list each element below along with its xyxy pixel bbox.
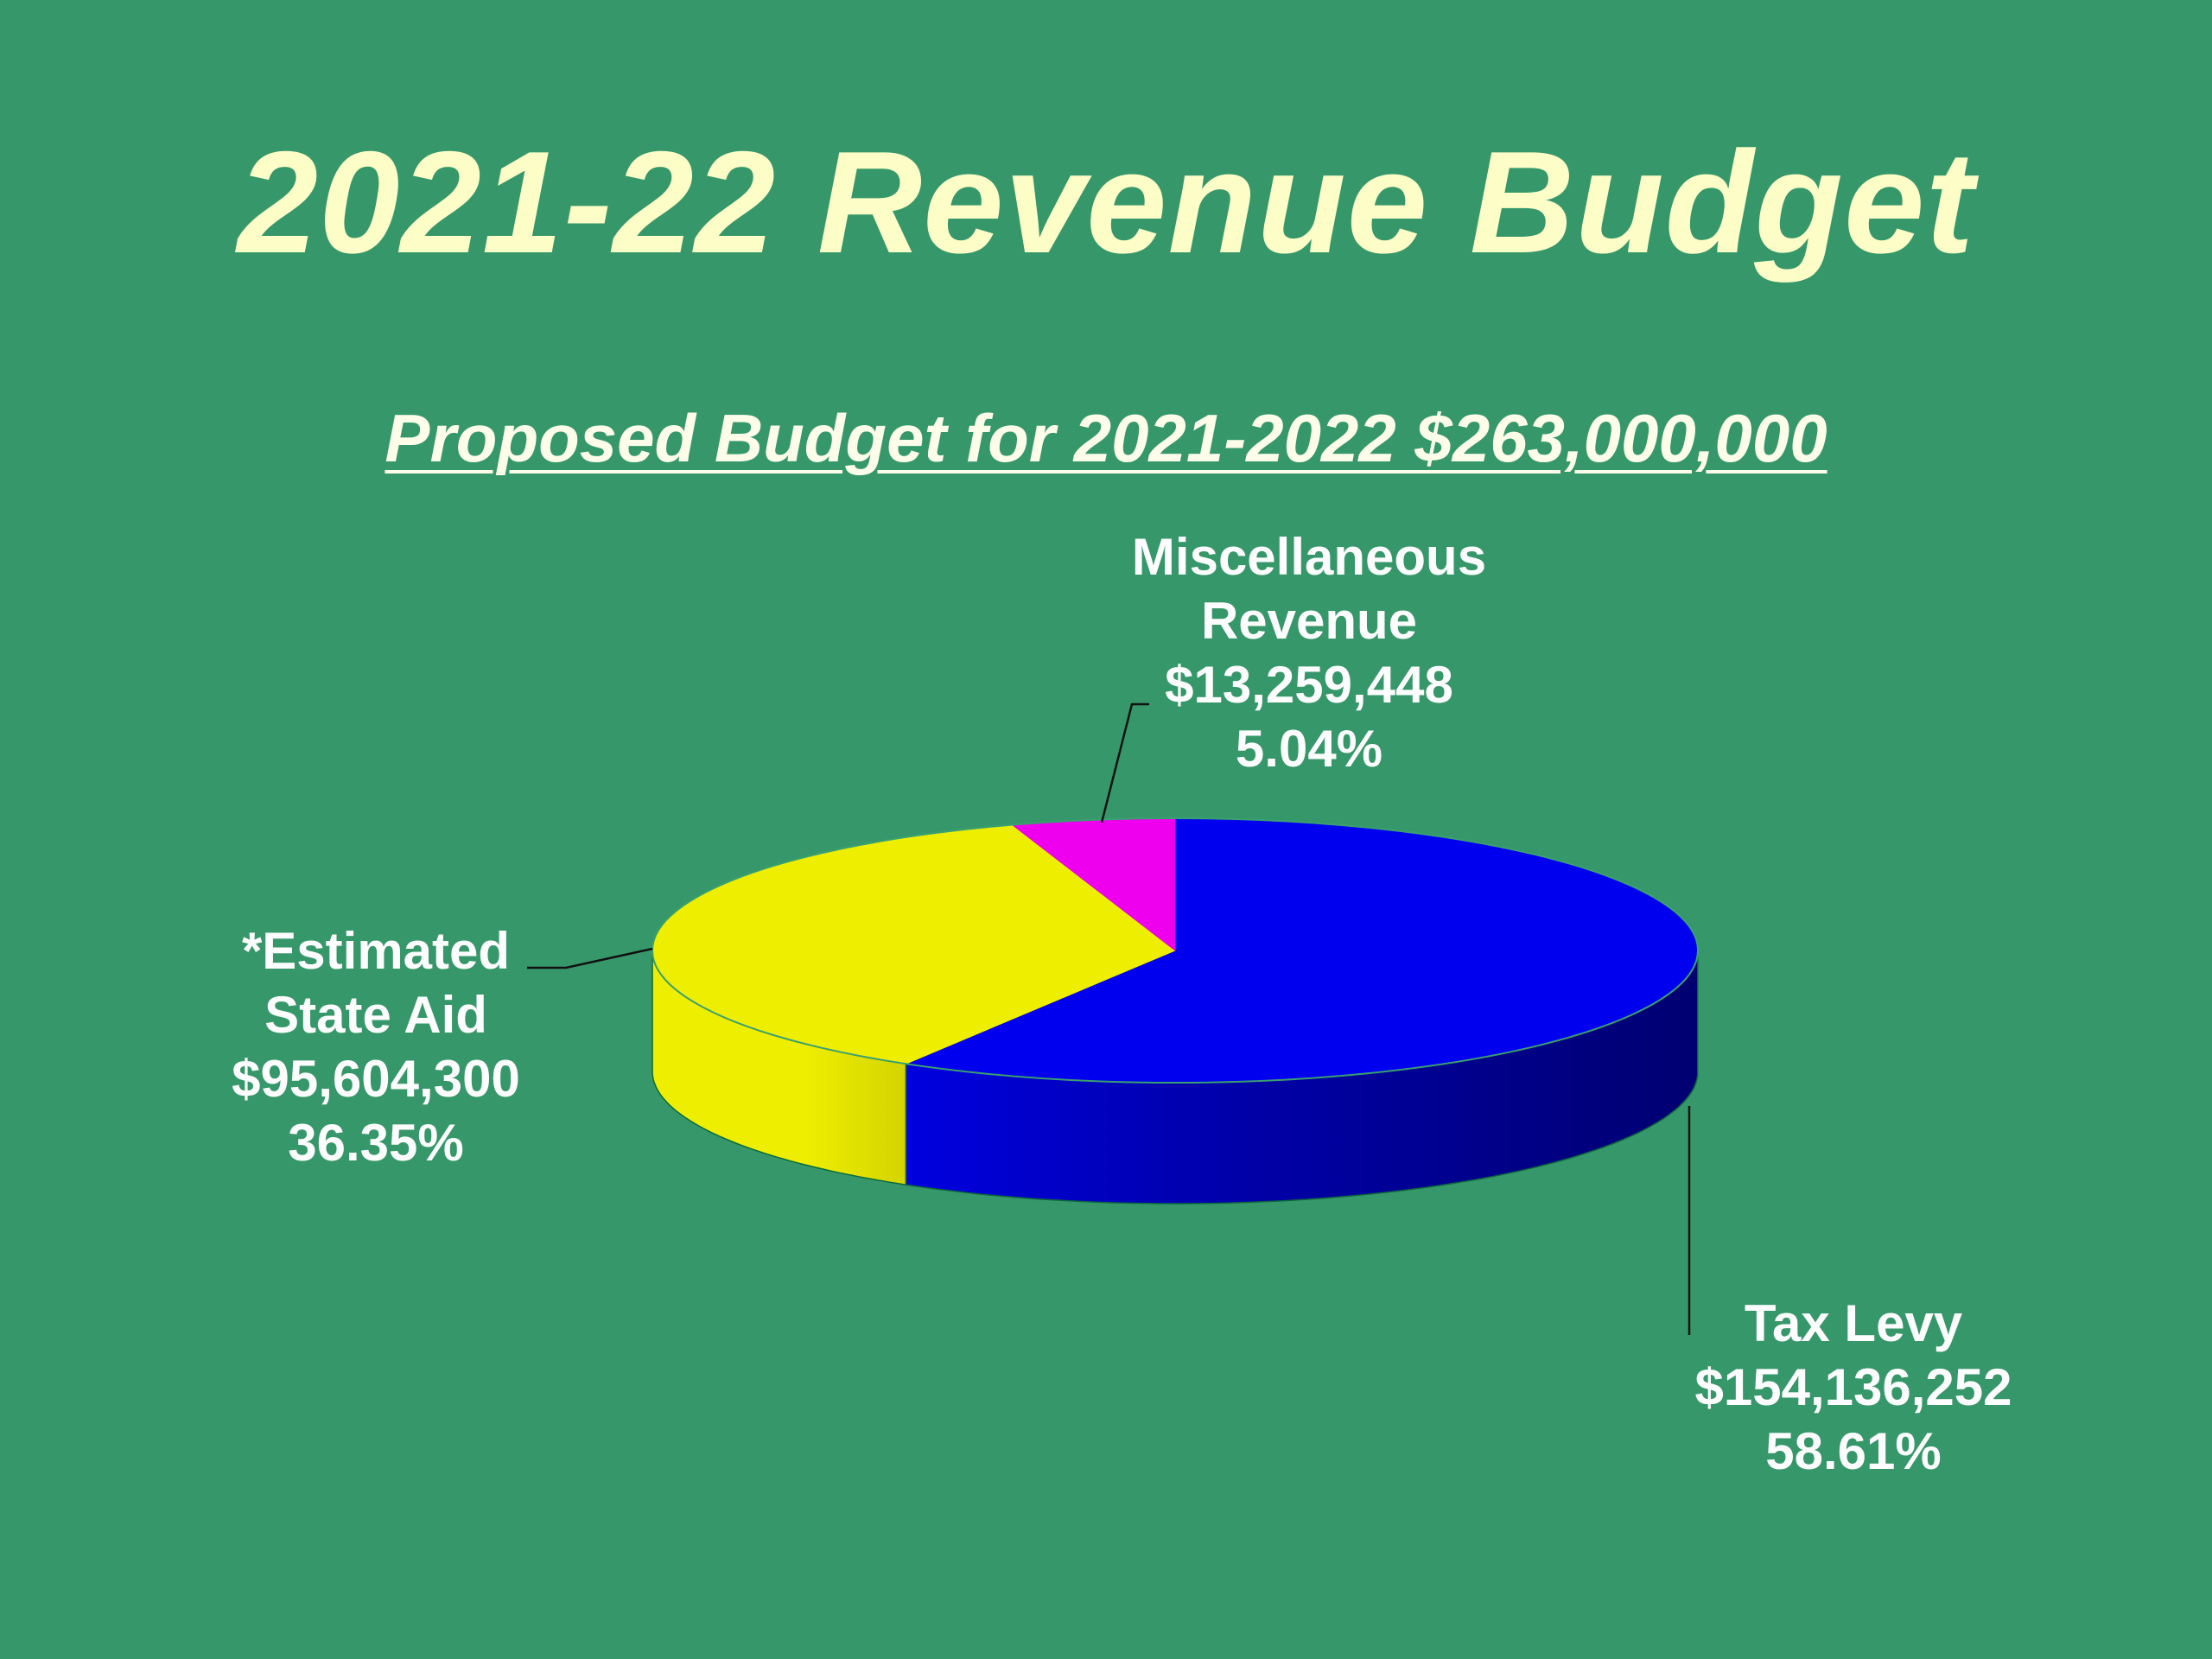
slice-label-state-aid-amount: $95,604,300: [232, 1050, 520, 1108]
slice-label-misc-line2: Revenue: [1200, 592, 1418, 650]
slice-label-misc-percent: 5.04%: [1235, 720, 1383, 778]
slice-label-state-aid-line2: State Aid: [264, 986, 487, 1044]
slice-label-misc-amount: $13,259,448: [1165, 656, 1453, 714]
slice-label-tax-levy: Tax Levy $154,136,252 58.61%: [1594, 1292, 2113, 1484]
slice-label-misc: Miscellaneous Revenue $13,259,448 5.04%: [1050, 525, 1568, 781]
slice-label-state-aid: *Estimated State Aid $95,604,300 36.35%: [160, 919, 592, 1175]
chart-subtitle: Proposed Budget for 2021-2022 $263,000,0…: [385, 400, 1827, 476]
slice-label-state-aid-line1: *Estimated: [241, 922, 511, 980]
slice-label-state-aid-percent: 36.35%: [288, 1114, 464, 1172]
slice-label-tax-levy-line1: Tax Levy: [1744, 1294, 1963, 1352]
page-title: 2021-22 Revenue Budget: [237, 121, 1975, 283]
pie-top-rim: [652, 817, 1699, 1084]
slice-label-misc-line1: Miscellaneous: [1131, 528, 1487, 586]
slice-label-tax-levy-percent: 58.61%: [1765, 1422, 1942, 1480]
leader-line-state-aid: [527, 947, 653, 969]
slice-label-tax-levy-amount: $154,136,252: [1694, 1358, 2012, 1416]
leader-line-misc: [1100, 702, 1149, 823]
